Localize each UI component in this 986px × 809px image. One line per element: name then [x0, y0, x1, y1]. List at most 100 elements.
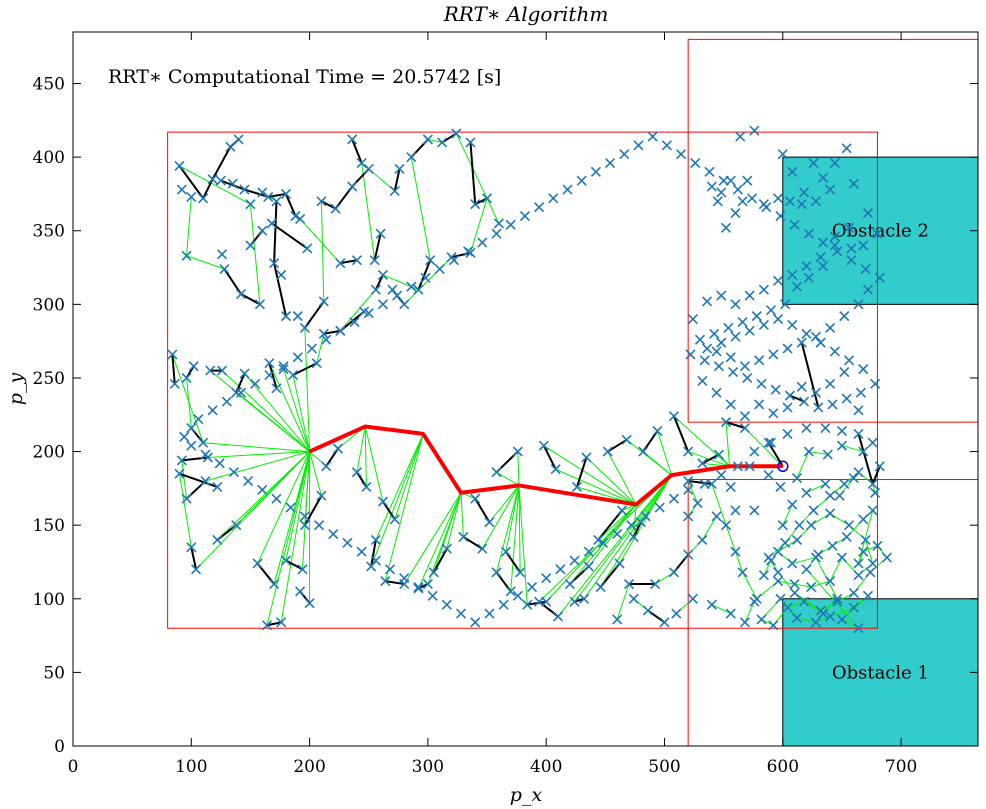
tree-node: [659, 617, 670, 628]
tree-node: [796, 337, 807, 348]
tree-node: [399, 573, 410, 584]
tree-node: [351, 255, 362, 266]
tree-node: [687, 314, 698, 325]
tree-node: [692, 498, 703, 509]
tree-node: [458, 531, 469, 543]
tree-edge: [244, 188, 269, 198]
green-edge: [417, 492, 462, 589]
tree-node: [872, 540, 883, 551]
tree-node: [817, 237, 829, 248]
green-edge: [588, 504, 637, 567]
tree-node: [815, 337, 826, 348]
green-edge: [361, 162, 376, 261]
tree-node: [843, 520, 855, 531]
tree-node: [841, 393, 852, 404]
tree-node: [422, 134, 433, 145]
tree-node: [751, 311, 762, 322]
tree-node: [437, 137, 448, 148]
tree-node: [269, 578, 280, 590]
goal-layer: [777, 460, 789, 473]
tree-node: [853, 623, 864, 634]
tree-node: [616, 505, 627, 516]
tree-edge: [451, 251, 471, 259]
green-edge: [836, 592, 855, 603]
x-tick-label: 400: [530, 757, 562, 777]
tree-node: [832, 596, 843, 607]
tree-node: [470, 617, 481, 628]
tree-node: [827, 540, 838, 551]
tree-node: [716, 187, 727, 198]
tree-edge: [789, 394, 805, 403]
tree-node: [773, 314, 784, 325]
tree-edge: [220, 179, 245, 191]
tree-node: [500, 546, 512, 557]
tree-node: [377, 269, 389, 280]
green-edge: [181, 460, 188, 499]
y-tick-label: 150: [33, 516, 65, 536]
tree-node: [820, 422, 831, 434]
tree-node: [787, 558, 798, 569]
tree-node: [252, 558, 263, 569]
green-edge: [460, 492, 464, 537]
tree-node: [848, 587, 859, 598]
tree-node: [295, 213, 306, 225]
tree-node: [768, 408, 779, 419]
green-edge: [433, 492, 462, 573]
tree-node: [862, 284, 874, 295]
tree-node: [801, 487, 812, 498]
y-tick-label: 50: [43, 663, 65, 683]
tree-edge: [268, 192, 287, 198]
tree-node: [200, 475, 211, 487]
green-edge: [796, 451, 810, 479]
tree-node: [768, 620, 779, 631]
tree-node: [787, 499, 798, 510]
tree-node: [316, 490, 327, 501]
tree-node: [782, 602, 793, 613]
tree-node: [777, 149, 788, 160]
tree-node: [784, 196, 795, 207]
tree-edge: [701, 453, 720, 465]
tree-node: [363, 163, 374, 174]
green-edge: [725, 422, 731, 467]
tree-node: [413, 583, 424, 594]
tree-node: [266, 218, 277, 229]
tree-node: [576, 175, 587, 186]
tree-node: [198, 193, 209, 204]
tree-edge: [576, 457, 588, 488]
tree-node: [737, 567, 748, 578]
green-edge: [583, 474, 673, 600]
tree-node: [263, 191, 274, 202]
tree-node: [862, 208, 874, 219]
green-edge: [221, 370, 310, 452]
green-edge: [186, 196, 192, 256]
tree-node: [198, 437, 209, 448]
tree-node: [858, 514, 869, 525]
tree-node: [243, 475, 254, 487]
green-edge: [820, 601, 838, 612]
tree-edge: [469, 142, 477, 205]
tree-node: [271, 493, 282, 504]
tree-node: [441, 599, 452, 610]
tree-edge: [320, 200, 337, 210]
tree-node: [321, 461, 332, 472]
tree-node: [683, 549, 694, 560]
tree-node: [839, 367, 850, 378]
green-edge: [711, 483, 727, 526]
tree-node: [505, 586, 516, 597]
tree-node: [867, 437, 878, 448]
tree-node: [784, 390, 795, 401]
tree-node: [829, 157, 840, 169]
green-edge: [782, 504, 793, 526]
tree-node: [690, 157, 701, 169]
tree-node: [730, 299, 741, 310]
tree-edge: [190, 547, 198, 570]
tree-node: [872, 228, 883, 239]
green-edge: [555, 468, 637, 506]
tree-node: [853, 467, 864, 478]
green-edge: [543, 445, 637, 505]
tree-node: [292, 352, 303, 363]
tree-node: [858, 546, 869, 557]
nodes-layer: [167, 125, 892, 634]
tree-node: [590, 166, 601, 177]
tree-edge: [800, 342, 820, 408]
